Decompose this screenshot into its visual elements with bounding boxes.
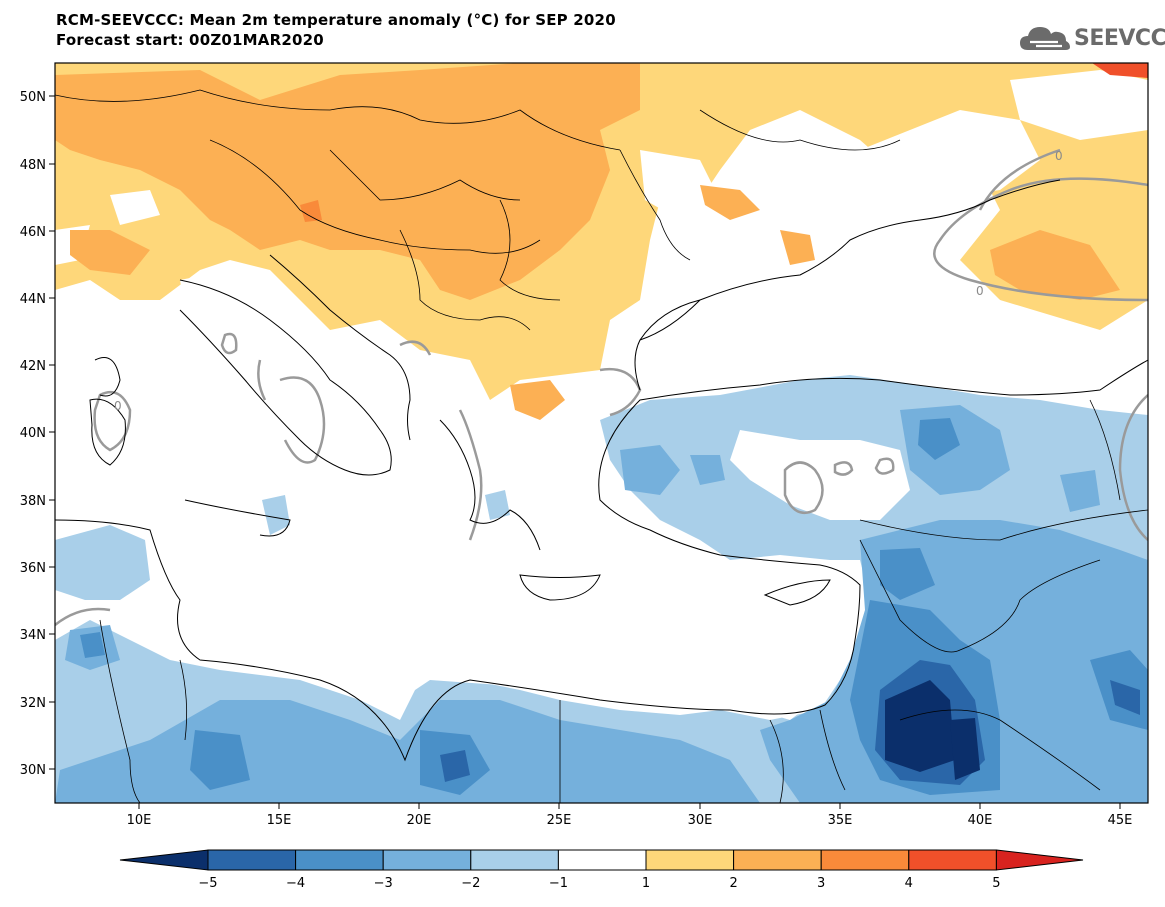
contour-label: 0 (114, 399, 122, 413)
colorbar-tick-label: 1 (642, 876, 650, 891)
lat-label: 42N (20, 359, 46, 374)
title-line-2: Forecast start: 00Z01MAR2020 (56, 31, 324, 49)
lon-label: 45E (1108, 813, 1133, 828)
colorbar-tick-label: −1 (549, 876, 568, 891)
lat-label: 48N (20, 158, 46, 173)
lat-label: 44N (20, 292, 46, 307)
lat-label: 38N (20, 494, 46, 509)
colorbar-segment (207, 849, 297, 871)
contour-labels: 0 0 0 (114, 149, 1063, 413)
title-line-1: RCM-SEEVCCC: Mean 2m temperature anomaly… (56, 11, 616, 29)
logo-text: SEEVCCC (1074, 26, 1165, 51)
lon-ticks (138, 803, 1121, 809)
colorbar-tick-label: −3 (374, 876, 393, 891)
colorbar-segment (382, 849, 472, 871)
lon-label: 40E (968, 813, 993, 828)
colorbar-tick-label: 4 (905, 876, 913, 891)
colorbar-extend-low (119, 849, 209, 871)
colorbar: −5 −4 −3 −2 −1 1 2 3 4 5 (119, 849, 1084, 891)
coastlines (55, 179, 1148, 762)
colorbar-tick-label: −2 (461, 876, 480, 891)
colorbar-tick-label: 5 (992, 876, 1000, 891)
colorbar-tick-label: −5 (198, 876, 217, 891)
lon-label: 25E (547, 813, 572, 828)
map-title: RCM-SEEVCCC: Mean 2m temperature anomaly… (56, 10, 616, 50)
cloud-icon (1020, 27, 1070, 50)
lat-label: 34N (20, 628, 46, 643)
colorbar-segment (645, 849, 735, 871)
contour-label: 0 (1055, 149, 1063, 163)
lat-label: 30N (20, 763, 46, 778)
lat-label: 36N (20, 561, 46, 576)
lon-label: 30E (688, 813, 713, 828)
lat-ticks (49, 95, 55, 770)
lon-label: 15E (267, 813, 292, 828)
contour-label: 0 (976, 284, 984, 298)
zero-contours (55, 148, 1148, 626)
plot-frame (54, 62, 1149, 804)
lat-labels: 50N 48N 46N 44N 42N 40N 38N 36N 34N 32N … (20, 90, 46, 778)
colorbar-tick-label: 2 (729, 876, 737, 891)
colorbar-segment (733, 849, 822, 871)
colorbar-tick-label: −4 (286, 876, 305, 891)
lat-label: 46N (20, 225, 46, 240)
lon-labels: 10E 15E 20E 25E 30E 35E 40E 45E (127, 813, 1133, 828)
lat-label: 50N (20, 90, 46, 105)
lat-label: 40N (20, 426, 46, 441)
map-plot-area (55, 63, 1148, 803)
lat-label: 32N (20, 696, 46, 711)
colorbar-segment (295, 849, 384, 871)
lon-label: 20E (407, 813, 432, 828)
warm-region-2-3 (55, 63, 640, 300)
lon-label: 35E (828, 813, 853, 828)
seevccc-logo: SEEVCCC (1018, 22, 1165, 56)
colorbar-extend-high (995, 849, 1084, 871)
colorbar-segment (820, 849, 910, 871)
country-borders (55, 89, 1148, 803)
colorbar-segment (470, 849, 559, 871)
colorbar-tick-label: 3 (817, 876, 825, 891)
colorbar-segment (908, 849, 997, 871)
colorbar-segment (557, 849, 647, 871)
lon-label: 10E (127, 813, 152, 828)
